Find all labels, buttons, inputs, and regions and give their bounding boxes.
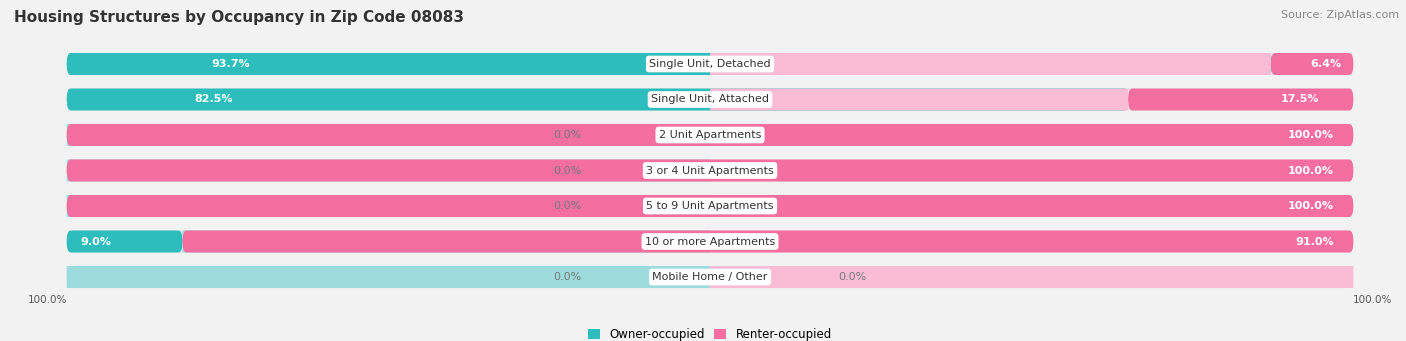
FancyBboxPatch shape xyxy=(710,53,1271,75)
Text: Single Unit, Detached: Single Unit, Detached xyxy=(650,59,770,69)
Text: 2 Unit Apartments: 2 Unit Apartments xyxy=(659,130,761,140)
FancyBboxPatch shape xyxy=(66,231,1354,252)
Text: 10 or more Apartments: 10 or more Apartments xyxy=(645,237,775,247)
FancyBboxPatch shape xyxy=(66,53,1272,75)
Text: 0.0%: 0.0% xyxy=(553,165,581,176)
FancyBboxPatch shape xyxy=(66,266,710,288)
FancyBboxPatch shape xyxy=(183,231,710,252)
FancyBboxPatch shape xyxy=(66,124,1354,146)
Text: 100.0%: 100.0% xyxy=(28,295,67,305)
FancyBboxPatch shape xyxy=(183,231,1354,252)
Text: 6.4%: 6.4% xyxy=(1310,59,1341,69)
FancyBboxPatch shape xyxy=(1128,89,1354,110)
FancyBboxPatch shape xyxy=(66,89,1128,110)
Text: 93.7%: 93.7% xyxy=(211,59,250,69)
FancyBboxPatch shape xyxy=(66,266,1354,288)
Text: 17.5%: 17.5% xyxy=(1281,94,1320,104)
Text: Mobile Home / Other: Mobile Home / Other xyxy=(652,272,768,282)
FancyBboxPatch shape xyxy=(66,231,183,252)
FancyBboxPatch shape xyxy=(66,160,1354,181)
FancyBboxPatch shape xyxy=(66,195,1354,217)
Text: 91.0%: 91.0% xyxy=(1295,237,1334,247)
FancyBboxPatch shape xyxy=(66,124,1354,146)
Legend: Owner-occupied, Renter-occupied: Owner-occupied, Renter-occupied xyxy=(588,328,832,341)
Text: 0.0%: 0.0% xyxy=(553,130,581,140)
Text: 0.0%: 0.0% xyxy=(839,272,868,282)
Text: 100.0%: 100.0% xyxy=(1288,201,1334,211)
Text: 100.0%: 100.0% xyxy=(1288,130,1334,140)
Text: 82.5%: 82.5% xyxy=(194,94,232,104)
FancyBboxPatch shape xyxy=(1271,53,1354,75)
Text: 3 or 4 Unit Apartments: 3 or 4 Unit Apartments xyxy=(647,165,773,176)
FancyBboxPatch shape xyxy=(710,89,1128,110)
Text: 0.0%: 0.0% xyxy=(553,201,581,211)
Text: 9.0%: 9.0% xyxy=(80,237,111,247)
FancyBboxPatch shape xyxy=(66,160,710,181)
FancyBboxPatch shape xyxy=(66,195,1354,217)
FancyBboxPatch shape xyxy=(66,89,1354,110)
FancyBboxPatch shape xyxy=(66,160,1354,181)
Text: 100.0%: 100.0% xyxy=(1353,295,1392,305)
Text: 100.0%: 100.0% xyxy=(1288,165,1334,176)
FancyBboxPatch shape xyxy=(66,195,710,217)
Text: Housing Structures by Occupancy in Zip Code 08083: Housing Structures by Occupancy in Zip C… xyxy=(14,10,464,25)
Text: Single Unit, Attached: Single Unit, Attached xyxy=(651,94,769,104)
FancyBboxPatch shape xyxy=(710,266,1354,288)
Text: 5 to 9 Unit Apartments: 5 to 9 Unit Apartments xyxy=(647,201,773,211)
Text: 0.0%: 0.0% xyxy=(553,272,581,282)
FancyBboxPatch shape xyxy=(66,53,1354,75)
FancyBboxPatch shape xyxy=(66,124,710,146)
Text: Source: ZipAtlas.com: Source: ZipAtlas.com xyxy=(1281,10,1399,20)
